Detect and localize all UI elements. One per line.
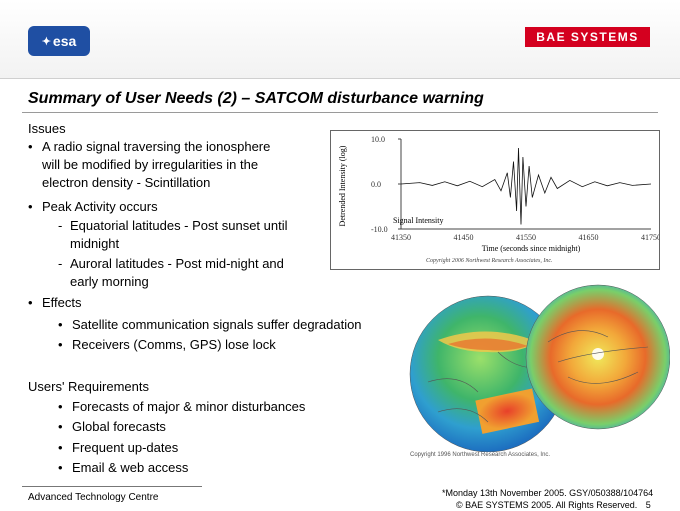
globes-svg xyxy=(409,284,671,453)
y-tick-label: 0.0 xyxy=(371,180,381,189)
footer-left-text: Advanced Technology Centre xyxy=(28,492,159,503)
requirement-item-3: Frequent up-dates xyxy=(72,440,179,455)
x-axis-label: Time (seconds since midnight) xyxy=(482,244,581,253)
dash-icon: - xyxy=(58,256,63,271)
bullet-icon: • xyxy=(58,440,63,455)
issues-bullet2: Peak Activity occurs xyxy=(42,199,158,214)
peak-sub1-line2: midnight xyxy=(70,236,120,251)
footer-divider xyxy=(22,486,202,487)
y-tick-label: -10.0 xyxy=(371,225,388,234)
issues-heading: Issues xyxy=(28,121,66,136)
slide-title: Summary of User Needs (2) – SATCOM distu… xyxy=(28,90,484,107)
globe-right xyxy=(525,284,671,430)
x-tick-label: 41750 xyxy=(641,233,659,242)
y-tick-label: 10.0 xyxy=(371,135,385,144)
peak-sub1-line1: Equatorial latitudes - Post sunset until xyxy=(70,218,288,233)
peak-sub2-line2: early morning xyxy=(70,274,149,289)
issues-bullet1-line3: electron density - Scintillation xyxy=(42,175,211,190)
bae-systems-logo: BAE SYSTEMS xyxy=(525,27,650,47)
x-tick-label: 41450 xyxy=(454,233,474,242)
requirement-item-2: Global forecasts xyxy=(72,419,166,434)
footer-copyright: © BAE SYSTEMS 2005. All Rights Reserved.… xyxy=(456,500,651,510)
bullet-icon: • xyxy=(58,337,63,352)
page-number: 5 xyxy=(645,500,651,510)
esa-emblem-icon: ✦ xyxy=(41,35,51,48)
footer-date-ref: *Monday 13th November 2005. GSY/050388/1… xyxy=(442,488,654,498)
globe-left xyxy=(409,295,567,453)
x-tick-label: 41350 xyxy=(391,233,411,242)
issues-bullet1-line1: A radio signal traversing the ionosphere xyxy=(42,139,271,154)
requirement-item-4: Email & web access xyxy=(72,460,189,475)
chart-svg: Detrended Intensity (log) 10.0 0.0 -10.0413… xyxy=(338,135,659,264)
header-divider xyxy=(0,78,680,79)
peak-sub2-line1: Auroral latitudes - Post mid-night and xyxy=(70,256,284,271)
requirement-item-1: Forecasts of major & minor disturbances xyxy=(72,399,306,414)
chart-copyright: Copyright 2006 Northwest Research Associ… xyxy=(426,258,553,264)
dash-icon: - xyxy=(58,218,63,233)
scintillation-globes xyxy=(408,282,671,462)
bullet-icon: • xyxy=(28,199,33,214)
esa-logo: ✦ esa xyxy=(28,26,90,56)
effects-item-2: Receivers (Comms, GPS) lose lock xyxy=(72,337,276,352)
chart-legend: Signal Intensity xyxy=(393,216,443,225)
signal-intensity-line xyxy=(400,147,652,225)
issues-bullet1-line2: will be modified by irregularities in th… xyxy=(42,157,259,172)
effects-item-1: Satellite communication signals suffer d… xyxy=(72,317,362,332)
requirements-heading: Users' Requirements xyxy=(28,379,149,394)
globe-copyright: Copyright 1996 Northwest Research Associ… xyxy=(410,452,551,458)
bullet-icon: • xyxy=(28,139,33,154)
esa-logo-text: esa xyxy=(52,33,77,49)
bullet-icon: • xyxy=(58,399,63,414)
bullet-icon: • xyxy=(58,317,63,332)
issues-bullet3: Effects xyxy=(42,295,82,310)
title-divider xyxy=(22,112,658,113)
x-tick-label: 41650 xyxy=(579,233,599,242)
x-tick-label: 41550 xyxy=(516,233,536,242)
bullet-icon: • xyxy=(58,419,63,434)
y-axis-label: Detrended Intensity (log) xyxy=(338,145,347,226)
footer-copyright-text: © BAE SYSTEMS 2005. All Rights Reserved. xyxy=(456,500,638,510)
bullet-icon: • xyxy=(58,460,63,475)
bullet-icon: • xyxy=(28,295,33,310)
signal-intensity-chart: Detrended Intensity (log) 10.0 0.0 -10.0 413… xyxy=(330,130,660,270)
